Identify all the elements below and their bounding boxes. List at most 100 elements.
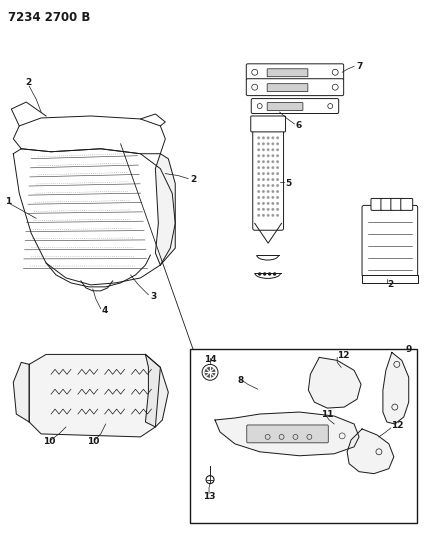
Circle shape	[263, 173, 264, 174]
Text: 13: 13	[203, 492, 216, 501]
Text: 2: 2	[25, 78, 32, 87]
FancyBboxPatch shape	[371, 198, 383, 211]
Circle shape	[263, 203, 264, 204]
Circle shape	[258, 149, 259, 150]
Circle shape	[258, 203, 259, 204]
Circle shape	[258, 143, 259, 144]
Circle shape	[258, 161, 259, 163]
Circle shape	[268, 161, 269, 163]
Circle shape	[272, 185, 273, 187]
Circle shape	[272, 208, 273, 210]
Circle shape	[272, 197, 273, 198]
FancyBboxPatch shape	[251, 116, 285, 132]
Circle shape	[263, 161, 264, 163]
Circle shape	[263, 208, 264, 210]
Circle shape	[263, 215, 264, 216]
Circle shape	[258, 185, 259, 187]
Text: 6: 6	[295, 122, 302, 131]
Text: 4: 4	[102, 306, 108, 315]
Text: 14: 14	[204, 355, 217, 364]
FancyBboxPatch shape	[246, 64, 344, 80]
Circle shape	[272, 191, 273, 192]
Circle shape	[273, 273, 276, 275]
Circle shape	[263, 149, 264, 150]
Circle shape	[268, 173, 269, 174]
Circle shape	[258, 137, 259, 139]
Circle shape	[263, 197, 264, 198]
Text: 9: 9	[406, 345, 412, 354]
Circle shape	[268, 203, 269, 204]
Circle shape	[272, 215, 273, 216]
Circle shape	[263, 185, 264, 187]
Text: 3: 3	[150, 292, 157, 301]
FancyBboxPatch shape	[362, 205, 418, 277]
FancyBboxPatch shape	[267, 84, 308, 92]
Text: 2: 2	[387, 280, 393, 289]
Circle shape	[268, 185, 269, 187]
Bar	[362, 275, 418, 283]
Circle shape	[277, 161, 278, 163]
Circle shape	[272, 179, 273, 180]
Circle shape	[272, 161, 273, 163]
Circle shape	[258, 197, 259, 198]
Circle shape	[272, 149, 273, 150]
Circle shape	[205, 367, 215, 378]
Circle shape	[268, 137, 269, 139]
Circle shape	[258, 167, 259, 168]
Circle shape	[277, 143, 278, 144]
Circle shape	[258, 179, 259, 180]
Circle shape	[264, 273, 266, 275]
Text: 5: 5	[285, 179, 292, 188]
Circle shape	[258, 191, 259, 192]
Circle shape	[269, 273, 270, 275]
Text: 8: 8	[238, 376, 244, 385]
FancyBboxPatch shape	[267, 102, 303, 110]
Circle shape	[268, 167, 269, 168]
Circle shape	[258, 208, 259, 210]
Circle shape	[277, 155, 278, 157]
FancyBboxPatch shape	[391, 198, 403, 211]
Text: 12: 12	[391, 422, 403, 431]
Polygon shape	[309, 358, 361, 408]
Polygon shape	[383, 352, 409, 424]
FancyBboxPatch shape	[246, 79, 344, 95]
Circle shape	[263, 179, 264, 180]
Circle shape	[277, 137, 278, 139]
Circle shape	[277, 203, 278, 204]
Circle shape	[272, 143, 273, 144]
Circle shape	[263, 155, 264, 157]
Circle shape	[268, 155, 269, 157]
Text: 2: 2	[190, 175, 196, 184]
Circle shape	[263, 143, 264, 144]
Polygon shape	[155, 154, 175, 265]
Circle shape	[277, 197, 278, 198]
FancyBboxPatch shape	[401, 198, 413, 211]
Circle shape	[268, 208, 269, 210]
Text: 10: 10	[87, 438, 99, 446]
Circle shape	[277, 173, 278, 174]
Circle shape	[277, 215, 278, 216]
Circle shape	[277, 208, 278, 210]
Circle shape	[258, 173, 259, 174]
Circle shape	[258, 215, 259, 216]
Circle shape	[277, 149, 278, 150]
Circle shape	[277, 167, 278, 168]
Circle shape	[277, 185, 278, 187]
Polygon shape	[215, 412, 359, 456]
Circle shape	[272, 173, 273, 174]
Circle shape	[263, 137, 264, 139]
Circle shape	[263, 167, 264, 168]
Circle shape	[268, 149, 269, 150]
FancyBboxPatch shape	[267, 69, 308, 77]
Polygon shape	[347, 429, 394, 474]
Text: 11: 11	[321, 409, 334, 418]
Text: 7: 7	[356, 62, 363, 71]
Circle shape	[268, 197, 269, 198]
Polygon shape	[29, 354, 160, 437]
Polygon shape	[13, 362, 29, 422]
FancyBboxPatch shape	[247, 425, 328, 443]
Text: 12: 12	[337, 351, 350, 360]
Circle shape	[259, 273, 261, 275]
Circle shape	[268, 215, 269, 216]
FancyBboxPatch shape	[253, 124, 283, 230]
